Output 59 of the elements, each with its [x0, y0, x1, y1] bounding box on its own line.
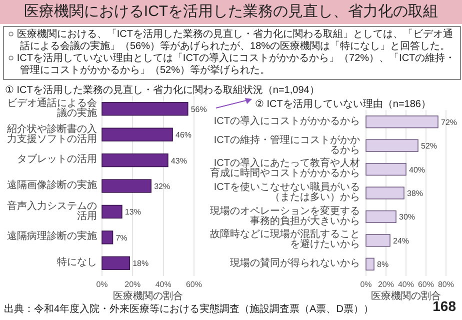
y-tick-label: 現場の賛同が得られないから — [229, 256, 360, 272]
x-tick-label: 60% — [186, 280, 202, 289]
data-label: 32% — [154, 182, 170, 191]
x-axis-title: 医療機関の割合 — [370, 290, 441, 302]
x-tick-label: 60% — [418, 280, 434, 289]
data-label: 8% — [377, 260, 389, 270]
bar — [102, 204, 122, 219]
y-tick-label: ICTの導入にコストがかかるから — [212, 114, 360, 129]
x-tick-label: 0% — [360, 280, 372, 289]
text: ○ ICTを活用していない理由としては「ICTの導入にコストがかかるから」（72%）、「ICTの維持・管理にコストがかかるから」（52%）等が挙げられた。 — [8, 53, 456, 77]
x-tick-label: 80% — [438, 280, 454, 289]
bar — [102, 128, 173, 142]
chart-title: ② ICTを活用していない理由（n=186） — [255, 98, 431, 111]
data-label: 7% — [116, 233, 128, 242]
bar — [366, 116, 438, 128]
bar — [366, 210, 396, 224]
y-tick-label: ICTの導入にあたって教育や人材育成に時間やコストがかかるから — [209, 157, 360, 182]
y-tick-label: 音声入力システムの活用 — [6, 200, 97, 224]
y-tick-label: 遠隔病理診断の実施 — [6, 230, 97, 244]
data-label: 24% — [393, 236, 410, 246]
bar — [366, 258, 374, 270]
data-label: 46% — [176, 130, 192, 140]
data-label: 38% — [407, 189, 424, 198]
source-note: 出典：令和4年度入院・外来医療等における実態調査（施設調査票（A票、D票）） — [4, 302, 374, 316]
x-tick-label: 40% — [398, 280, 414, 289]
bar — [366, 186, 404, 200]
y-tick-label: ICTを使いこなせない職員がいる（または多い）から — [212, 181, 360, 205]
data-label: 30% — [399, 212, 416, 222]
data-label: 13% — [124, 208, 141, 217]
text: ○ 医療機関における、「ICTを活用した業務の見直し・省力化に関わる取組」としては、「ビデオ通話による会議の実施」（56%）等があげられたが、18%の医療機関は「特になし」と回答した。 — [8, 29, 454, 52]
bar — [366, 234, 390, 247]
bar — [102, 153, 168, 168]
bar — [102, 256, 130, 270]
chart-title: ① ICTを活用した業務の見直し・省力化に関わる取組状況（n=1,094） — [5, 84, 320, 97]
x-tick-label: 40% — [155, 280, 172, 289]
bar — [366, 162, 406, 176]
bar — [102, 179, 152, 193]
x-tick-label: 0% — [96, 280, 108, 289]
data-label: 72% — [441, 118, 458, 127]
data-label: 43% — [170, 156, 187, 166]
x-tick-label: 20% — [124, 280, 141, 289]
bar — [102, 230, 114, 244]
y-tick-label: タブレットの活用 — [16, 152, 97, 168]
y-tick-label: 現場のオペレーションを変更する事務的負担が大きいから — [209, 204, 360, 228]
data-label: 56% — [190, 104, 207, 114]
bar — [366, 139, 418, 152]
bar — [102, 102, 188, 116]
y-tick-label: 特になし — [56, 256, 97, 270]
x-axis-title: 医療機関の割合 — [112, 290, 184, 303]
y-tick-label: ビデオ通話による会議の実施 — [6, 96, 97, 121]
text: 医療機関におけるICTを活用した業務の見直し、省力化の取組 — [0, 0, 462, 24]
y-tick-label: 故障時などに現場が混乱することを避けたいから — [209, 228, 360, 252]
data-label: 18% — [132, 259, 149, 268]
data-label: 52% — [421, 142, 438, 151]
x-tick-label: 20% — [378, 280, 394, 289]
y-tick-label: 遠隔画像診断の実施 — [6, 178, 97, 193]
y-tick-label: ICTの維持・管理にコストがかかるから — [212, 134, 360, 158]
data-label: 40% — [409, 165, 426, 174]
y-tick-label: 紹介状や診断書の入力支援ソフトの活用 — [6, 122, 97, 147]
